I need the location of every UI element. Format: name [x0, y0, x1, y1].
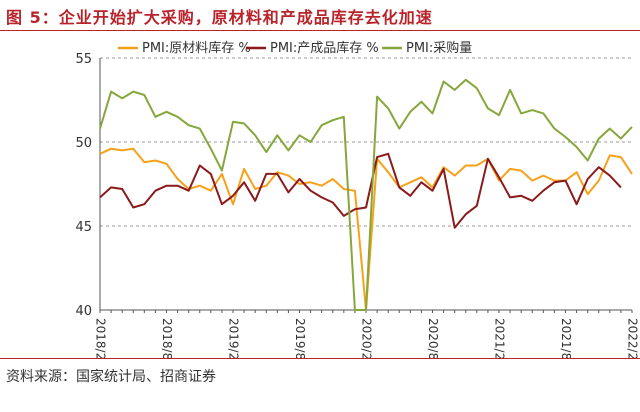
x-tick-label: 2019/2 [227, 318, 241, 358]
series-line-1 [99, 147, 633, 311]
x-tick-label: 2021/8 [559, 318, 573, 358]
figure-title: 图 5：企业开始扩大采购，原材料和产成品库存去化加速 [6, 8, 433, 27]
x-tick-label: 2018/8 [160, 318, 174, 358]
legend-label: PMI:原材料库存 % [142, 40, 251, 56]
series-line-2 [99, 152, 622, 229]
x-tick-label: 2020/2 [360, 318, 374, 358]
series-line-3 [99, 78, 633, 311]
y-axis-ticks: 40 45 50 55 [75, 52, 92, 319]
x-axis-ticks: 2018/2 2018/8 2019/2 2019/8 2020/2 2020/8 2021… [94, 310, 640, 358]
x-tick-label: 2019/8 [293, 318, 307, 358]
x-tick-label: 2021/2 [493, 318, 507, 358]
x-tick-label: 2018/2 [94, 318, 108, 358]
source-note: 资料来源：国家统计局、招商证券 [6, 369, 216, 385]
y-tick-label: 45 [75, 220, 92, 235]
legend: PMI:原材料库存 % PMI:产成品库存 % PMI:采购量 [118, 40, 472, 56]
y-tick-label: 40 [75, 304, 92, 319]
legend-label: PMI:采购量 [406, 40, 472, 56]
series-lines [99, 78, 633, 311]
footer-divider [0, 358, 640, 359]
x-tick-label: 2020/8 [426, 318, 440, 358]
x-tick-label: 2022/2 [626, 318, 640, 358]
y-tick-label: 50 [75, 136, 92, 151]
title-divider [0, 30, 640, 31]
y-tick-label: 55 [75, 52, 92, 67]
legend-label: PMI:产成品库存 % [270, 40, 379, 56]
